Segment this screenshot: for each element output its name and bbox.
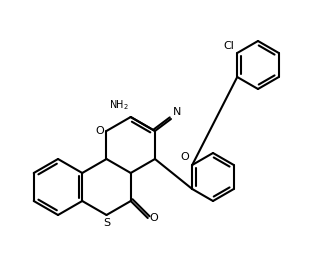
Text: S: S bbox=[103, 218, 110, 228]
Text: Cl: Cl bbox=[223, 41, 234, 51]
Text: O: O bbox=[96, 126, 104, 136]
Text: N: N bbox=[173, 107, 181, 117]
Text: O: O bbox=[150, 213, 158, 223]
Text: O: O bbox=[180, 152, 189, 162]
Text: NH$_2$: NH$_2$ bbox=[109, 98, 129, 112]
